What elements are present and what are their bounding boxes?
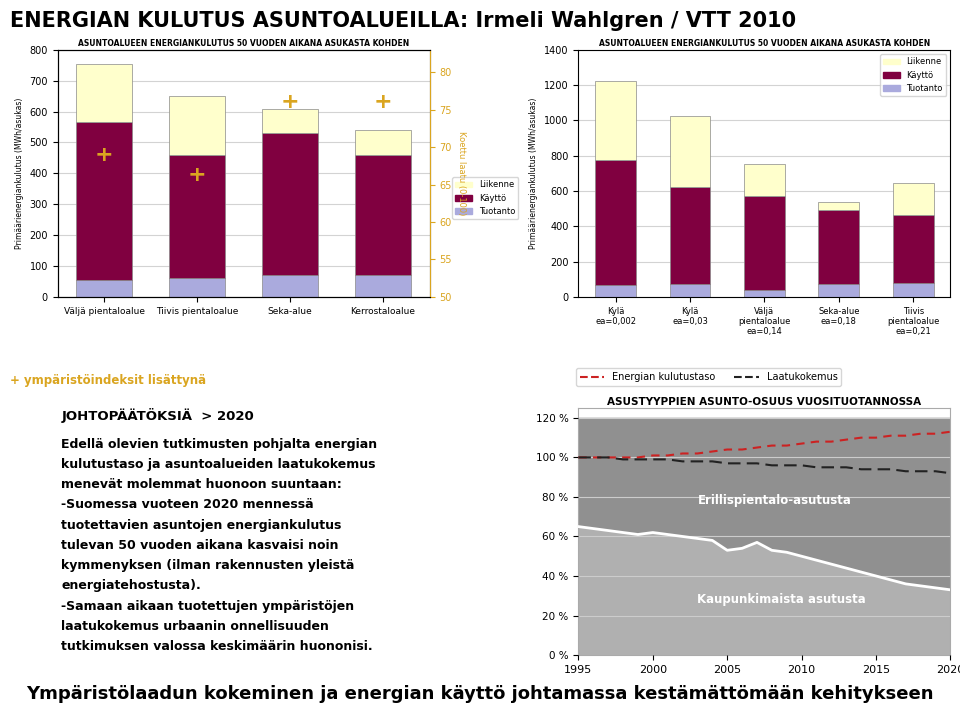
Text: tutkimuksen valossa keskimäärin huononisi.: tutkimuksen valossa keskimäärin huononis…	[61, 640, 372, 653]
Title: ASUNTOALUEEN ENERGIANKULUTUS 50 VUODEN AIKANA ASUKASTA KOHDEN: ASUNTOALUEEN ENERGIANKULUTUS 50 VUODEN A…	[78, 38, 409, 48]
Bar	[76, 64, 132, 122]
Bar	[169, 278, 225, 297]
Bar	[262, 108, 318, 133]
Bar	[669, 187, 710, 283]
Legend: Liikenne, Käyttö, Tuotanto: Liikenne, Käyttö, Tuotanto	[452, 177, 518, 219]
Text: laatukokemus urbaanin onnellisuuden: laatukokemus urbaanin onnellisuuden	[61, 620, 329, 633]
Bar	[355, 130, 411, 155]
Bar	[818, 283, 859, 297]
Text: Kaupunkimaista asutusta: Kaupunkimaista asutusta	[698, 593, 866, 606]
Text: + ympäristöindeksit lisättynä: + ympäristöindeksit lisättynä	[10, 374, 205, 387]
Bar	[818, 202, 859, 211]
Bar	[595, 80, 636, 160]
Text: Ympäristölaadun kokeminen ja energian käyttö johtamassa kestämättömään kehitykse: Ympäristölaadun kokeminen ja energian kä…	[26, 686, 934, 703]
Text: tuotettavien asuntojen energiankulutus: tuotettavien asuntojen energiankulutus	[61, 518, 342, 532]
Bar	[893, 283, 934, 297]
Bar	[76, 122, 132, 280]
Text: Erillispientalo-asutusta: Erillispientalo-asutusta	[698, 494, 852, 508]
Text: +: +	[188, 165, 206, 185]
Text: +: +	[373, 93, 393, 112]
Text: -Suomessa vuoteen 2020 mennessä: -Suomessa vuoteen 2020 mennessä	[61, 498, 314, 511]
Bar	[595, 286, 636, 297]
Bar	[595, 160, 636, 286]
Title: ASUNTOALUEEN ENERGIANKULUTUS 50 VUODEN AIKANA ASUKASTA KOHDEN: ASUNTOALUEEN ENERGIANKULUTUS 50 VUODEN A…	[599, 38, 930, 48]
Text: ENERGIAN KULUTUS ASUNTOALUEILLA: Irmeli Wahlgren / VTT 2010: ENERGIAN KULUTUS ASUNTOALUEILLA: Irmeli …	[10, 11, 796, 31]
Legend: Energian kulutustaso, Laatukokemus: Energian kulutustaso, Laatukokemus	[576, 368, 841, 386]
Bar	[169, 96, 225, 155]
Bar	[744, 290, 785, 297]
Text: kymmenyksen (ilman rakennusten yleistä: kymmenyksen (ilman rakennusten yleistä	[61, 559, 354, 572]
Bar	[262, 133, 318, 276]
Bar	[669, 283, 710, 297]
Bar	[169, 155, 225, 278]
Bar	[76, 280, 132, 297]
Legend: Liikenne, Käyttö, Tuotanto: Liikenne, Käyttö, Tuotanto	[880, 54, 947, 96]
Bar	[818, 211, 859, 283]
Y-axis label: Primäärienergiankulutus (MWh/asukas): Primäärienergiankulutus (MWh/asukas)	[14, 98, 24, 249]
Text: tulevan 50 vuoden aikana kasvaisi noin: tulevan 50 vuoden aikana kasvaisi noin	[61, 539, 339, 552]
Text: Edellä olevien tutkimusten pohjalta energian: Edellä olevien tutkimusten pohjalta ener…	[61, 438, 377, 451]
Text: +: +	[95, 145, 113, 164]
Text: energiatehostusta).: energiatehostusta).	[61, 580, 201, 592]
Title: ASUSTYYPPIEN ASUNTO-OSUUS VUOSITUOTANNOSSA: ASUSTYYPPIEN ASUNTO-OSUUS VUOSITUOTANNOS…	[608, 397, 922, 407]
Bar	[744, 197, 785, 290]
Text: JOHTOPÄÄTÖKSIÄ  > 2020: JOHTOPÄÄTÖKSIÄ > 2020	[61, 408, 254, 423]
Bar	[262, 276, 318, 297]
Y-axis label: Koettu laatu (0-100): Koettu laatu (0-100)	[457, 131, 466, 216]
Y-axis label: Primäärienergiankulutus (MWh/asukas): Primäärienergiankulutus (MWh/asukas)	[530, 98, 539, 249]
Text: menevät molemmat huonoon suuntaan:: menevät molemmat huonoon suuntaan:	[61, 478, 342, 491]
Text: -Samaan aikaan tuotettujen ympäristöjen: -Samaan aikaan tuotettujen ympäristöjen	[61, 600, 354, 613]
Bar	[893, 215, 934, 283]
Text: +: +	[280, 93, 300, 112]
Bar	[355, 276, 411, 297]
Bar	[669, 116, 710, 187]
Bar	[355, 155, 411, 276]
Text: kulutustaso ja asuntoalueiden laatukokemus: kulutustaso ja asuntoalueiden laatukokem…	[61, 458, 375, 471]
Bar	[893, 183, 934, 215]
Bar	[744, 164, 785, 197]
